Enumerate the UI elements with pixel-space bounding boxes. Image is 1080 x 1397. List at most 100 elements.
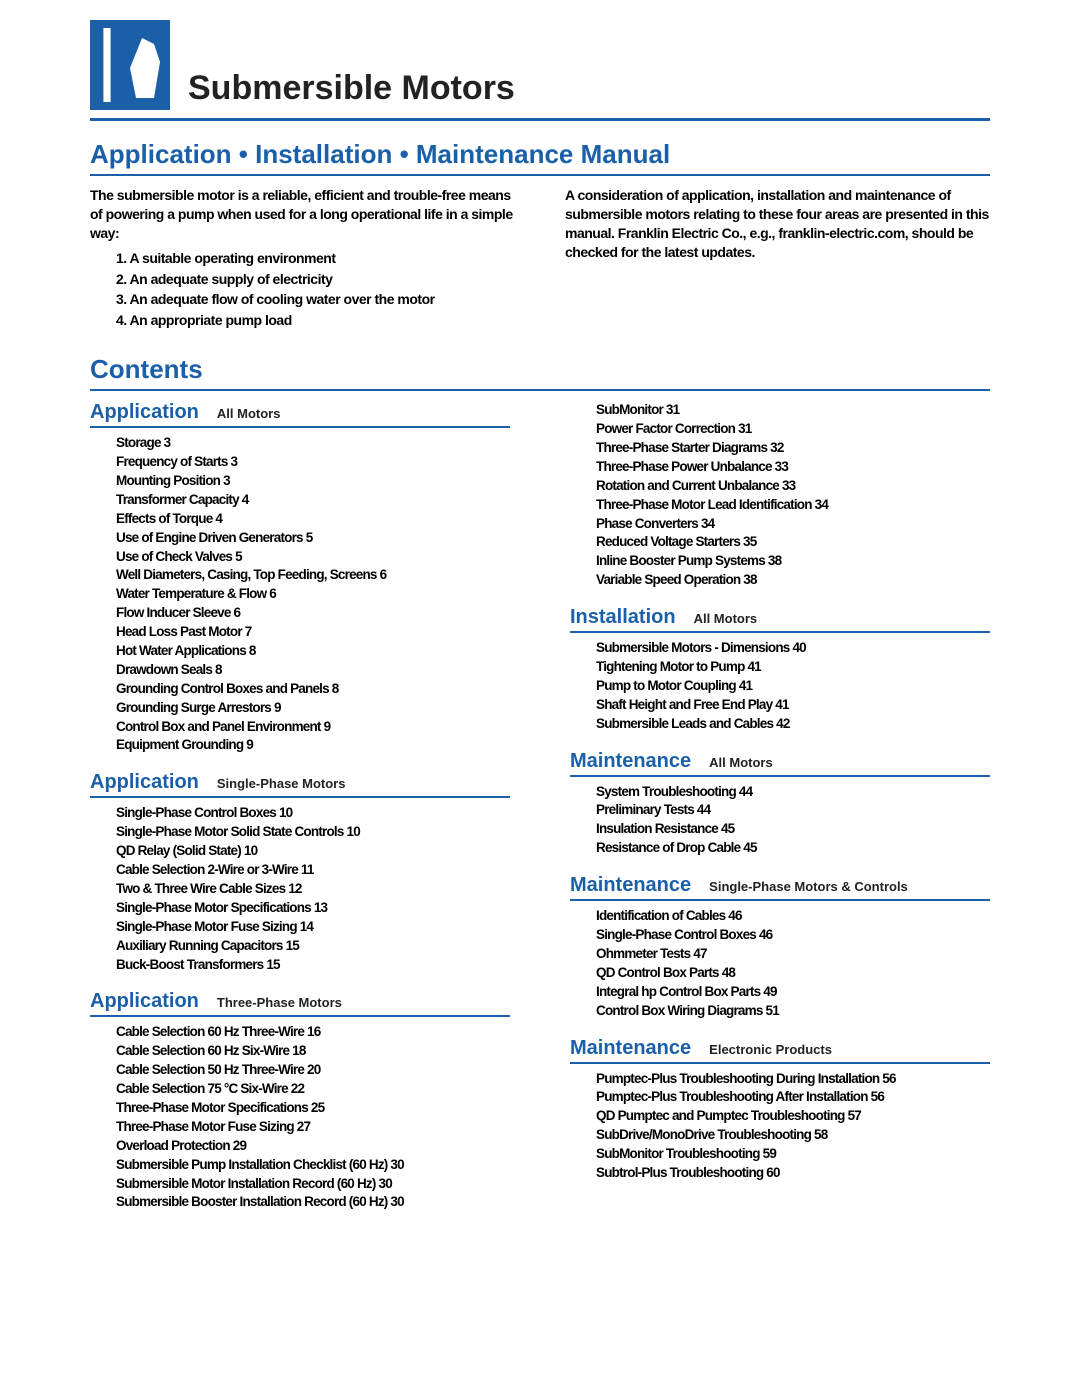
section-title: Application bbox=[90, 771, 199, 794]
toc-section: Installation All Motors Submersible Motors… bbox=[570, 606, 990, 733]
toc-item: Tightening Motor to Pump 41 bbox=[596, 658, 990, 677]
toc-item: Subtrol-Plus Troubleshooting 60 bbox=[596, 1164, 990, 1183]
toc-item: QD Control Box Parts 48 bbox=[596, 964, 990, 983]
section-head: MaintenanceElectronic Products bbox=[570, 1037, 990, 1064]
section-items: Pumptec-Plus Troubleshooting During Inst… bbox=[570, 1070, 990, 1183]
toc-item: Single-Phase Motor Fuse Sizing 14 bbox=[116, 918, 510, 937]
toc-item: Well Diameters, Casing, Top Feeding, Scr… bbox=[116, 566, 510, 585]
section-subtitle: Single-Phase Motors & Controls bbox=[709, 879, 908, 894]
toc-item: Rotation and Current Unbalance 33 bbox=[596, 477, 990, 496]
intro-left: The submersible motor is a reliable, eff… bbox=[90, 186, 515, 332]
section-title: Installation bbox=[570, 606, 676, 629]
toc-item: Three-Phase Motor Fuse Sizing 27 bbox=[116, 1118, 510, 1137]
toc-item: Control Box Wiring Diagrams 51 bbox=[596, 1002, 990, 1021]
toc-item: Single-Phase Motor Specifications 13 bbox=[116, 899, 510, 918]
contents-rule bbox=[90, 389, 990, 391]
toc-item: Single-Phase Motor Solid State Controls … bbox=[116, 823, 510, 842]
toc-item: Overload Protection 29 bbox=[116, 1137, 510, 1156]
toc-item: System Troubleshooting 44 bbox=[596, 783, 990, 802]
toc-section: SubMonitor 31Power Factor Correction 31T… bbox=[570, 401, 990, 590]
brand-logo bbox=[90, 20, 170, 110]
toc-item: Pumptec-Plus Troubleshooting After Insta… bbox=[596, 1088, 990, 1107]
section-subtitle: All Motors bbox=[217, 406, 281, 421]
toc-item: Water Temperature & Flow 6 bbox=[116, 585, 510, 604]
toc-item: Three-Phase Power Unbalance 33 bbox=[596, 458, 990, 477]
subtitle-rule bbox=[90, 174, 990, 176]
toc-item: Cable Selection 2-Wire or 3-Wire 11 bbox=[116, 861, 510, 880]
intro-bullet: 1. A suitable operating environment bbox=[116, 249, 515, 268]
toc-item: Submersible Motor Installation Record (6… bbox=[116, 1175, 510, 1194]
toc-item: Pumptec-Plus Troubleshooting During Inst… bbox=[596, 1070, 990, 1089]
toc-item: Single-Phase Control Boxes 46 bbox=[596, 926, 990, 945]
section-title: Application bbox=[90, 401, 199, 424]
toc-item: Power Factor Correction 31 bbox=[596, 420, 990, 439]
toc-section: Application Single-Phase Motors Single-Pha… bbox=[90, 771, 510, 974]
toc-item: SubDrive/MonoDrive Troubleshooting 58 bbox=[596, 1126, 990, 1145]
toc-item: Three-Phase Motor Specifications 25 bbox=[116, 1099, 510, 1118]
section-head: Installation All Motors bbox=[570, 606, 990, 633]
toc-column-left: Application All Motors Storage 3Frequency … bbox=[90, 401, 510, 1228]
toc-item: Drawdown Seals 8 bbox=[116, 661, 510, 680]
intro-bullet: 4. An appropriate pump load bbox=[116, 311, 515, 330]
toc-item: Insulation Resistance 45 bbox=[596, 820, 990, 839]
toc-item: Ohmmeter Tests 47 bbox=[596, 945, 990, 964]
toc-item: Grounding Surge Arrestors 9 bbox=[116, 699, 510, 718]
section-items: System Troubleshooting 44Preliminary Tes… bbox=[570, 783, 990, 859]
section-items: Submersible Motors - Dimensions 40Tighte… bbox=[570, 639, 990, 733]
toc-item: Phase Converters 34 bbox=[596, 515, 990, 534]
section-subtitle: Single-Phase Motors bbox=[217, 776, 346, 791]
toc-item: Submersible Pump Installation Checklist … bbox=[116, 1156, 510, 1175]
page-title: Submersible Motors bbox=[188, 69, 515, 110]
section-subtitle: All Motors bbox=[694, 611, 758, 626]
toc-item: Hot Water Applications 8 bbox=[116, 642, 510, 661]
toc-item: Submersible Booster Installation Record … bbox=[116, 1193, 510, 1212]
intro-right: A consideration of application, installa… bbox=[565, 186, 990, 332]
toc-item: Mounting Position 3 bbox=[116, 472, 510, 491]
intro-lead: The submersible motor is a reliable, eff… bbox=[90, 187, 513, 241]
toc-item: Single-Phase Control Boxes 10 bbox=[116, 804, 510, 823]
toc-item: Shaft Height and Free End Play 41 bbox=[596, 696, 990, 715]
toc-item: Submersible Motors - Dimensions 40 bbox=[596, 639, 990, 658]
toc-item: QD Pumptec and Pumptec Troubleshooting 5… bbox=[596, 1107, 990, 1126]
toc-item: Flow Inducer Sleeve 6 bbox=[116, 604, 510, 623]
toc-item: Use of Engine Driven Generators 5 bbox=[116, 529, 510, 548]
section-head: Application Single-Phase Motors bbox=[90, 771, 510, 798]
toc-item: Grounding Control Boxes and Panels 8 bbox=[116, 680, 510, 699]
toc-item: SubMonitor 31 bbox=[596, 401, 990, 420]
section-items: Storage 3Frequency of Starts 3Mounting P… bbox=[90, 434, 510, 755]
toc-item: Cable Selection 50 Hz Three-Wire 20 bbox=[116, 1061, 510, 1080]
section-head: ApplicationThree-Phase Motors bbox=[90, 990, 510, 1017]
section-title: Maintenance bbox=[570, 874, 691, 897]
toc-item: Transformer Capacity 4 bbox=[116, 491, 510, 510]
subtitle: Application • Installation • Maintenance… bbox=[90, 139, 990, 170]
section-head: MaintenanceAll Motors bbox=[570, 750, 990, 777]
toc-item: Submersible Leads and Cables 42 bbox=[596, 715, 990, 734]
toc-item: Effects of Torque 4 bbox=[116, 510, 510, 529]
section-items: Single-Phase Control Boxes 10Single-Phas… bbox=[90, 804, 510, 974]
toc-section: Maintenance Single-Phase Motors & Control… bbox=[570, 874, 990, 1020]
toc-item: Frequency of Starts 3 bbox=[116, 453, 510, 472]
section-title: Maintenance bbox=[570, 750, 691, 773]
section-items: Cable Selection 60 Hz Three-Wire 16Cable… bbox=[90, 1023, 510, 1212]
toc-item: Cable Selection 60 Hz Six-Wire 18 bbox=[116, 1042, 510, 1061]
toc-item: Identification of Cables 46 bbox=[596, 907, 990, 926]
toc-section: MaintenanceAll Motors System Troubleshoot… bbox=[570, 750, 990, 859]
toc-item: Control Box and Panel Environment 9 bbox=[116, 718, 510, 737]
section-subtitle: Three-Phase Motors bbox=[217, 995, 342, 1010]
contents-heading: Contents bbox=[90, 354, 990, 385]
section-head: Application All Motors bbox=[90, 401, 510, 428]
toc-item: Integral hp Control Box Parts 49 bbox=[596, 983, 990, 1002]
toc-item: Reduced Voltage Starters 35 bbox=[596, 533, 990, 552]
toc-item: Resistance of Drop Cable 45 bbox=[596, 839, 990, 858]
toc-item: SubMonitor Troubleshooting 59 bbox=[596, 1145, 990, 1164]
toc-item: Equipment Grounding 9 bbox=[116, 736, 510, 755]
toc-item: Two & Three Wire Cable Sizes 12 bbox=[116, 880, 510, 899]
toc-item: Pump to Motor Coupling 41 bbox=[596, 677, 990, 696]
header-rule bbox=[90, 118, 990, 121]
toc-item: Three-Phase Motor Lead Identification 34 bbox=[596, 496, 990, 515]
toc-column-right: SubMonitor 31Power Factor Correction 31T… bbox=[570, 401, 990, 1228]
toc-item: Three-Phase Starter Diagrams 32 bbox=[596, 439, 990, 458]
section-items: SubMonitor 31Power Factor Correction 31T… bbox=[570, 401, 990, 590]
toc-section: Application All Motors Storage 3Frequency … bbox=[90, 401, 510, 755]
section-subtitle: Electronic Products bbox=[709, 1042, 832, 1057]
